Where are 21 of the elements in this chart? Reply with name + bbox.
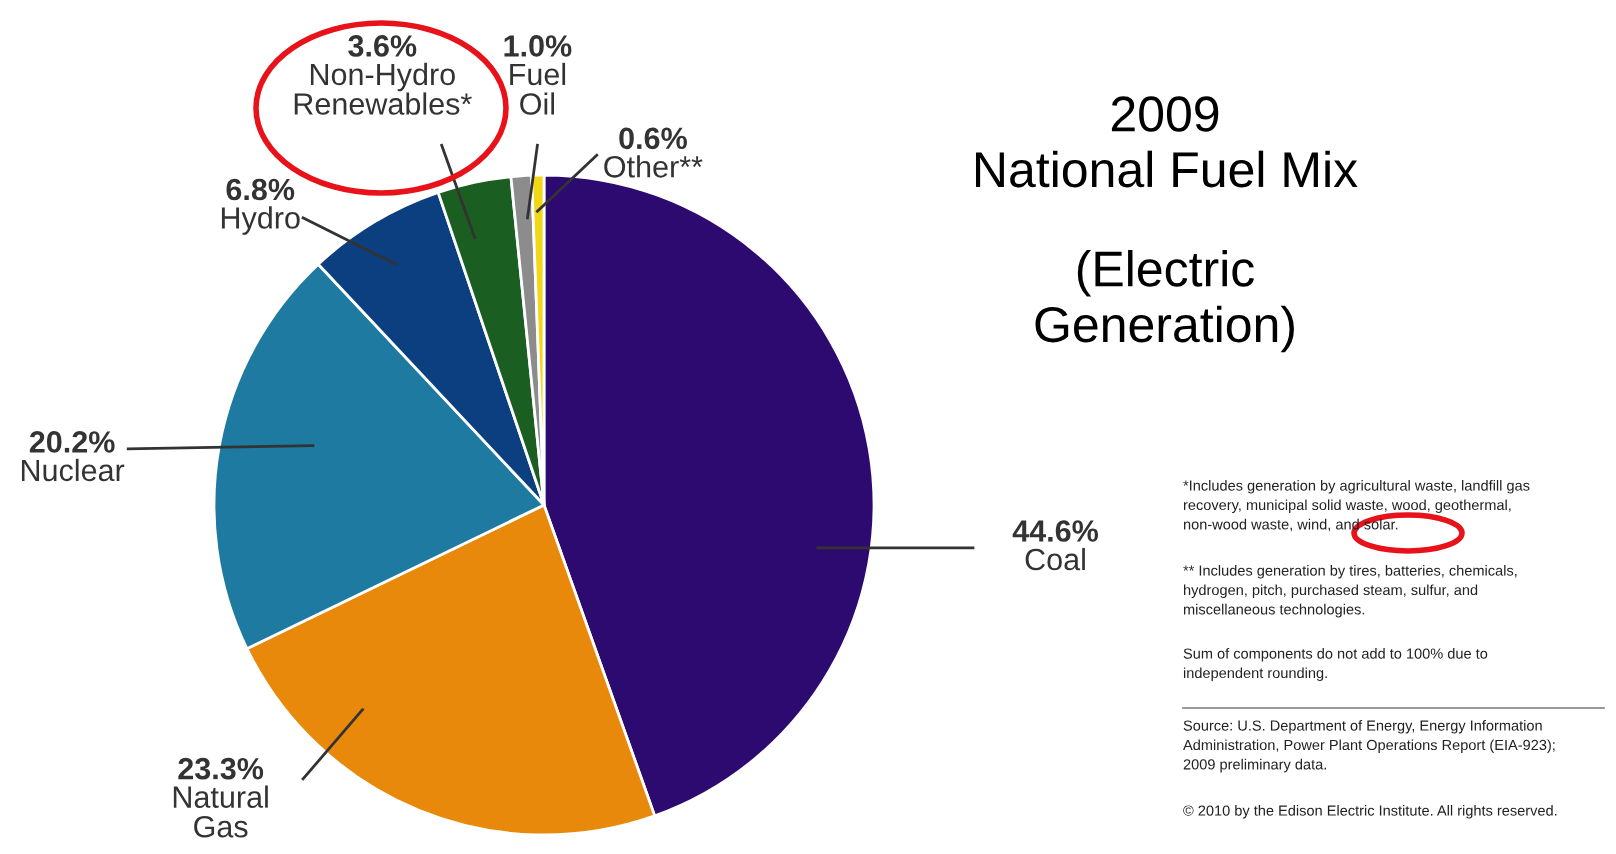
slice-label: Coal — [1025, 547, 1085, 571]
data-label: 0.6% — [619, 127, 687, 150]
data-label: 23.3% — [178, 757, 264, 780]
text: Sum of components do not add to 100% due to independent rounding. — [1183, 648, 1488, 681]
text: 2009 National Fuel Mix — [975, 96, 1358, 188]
data-label: 6.8% — [226, 178, 295, 201]
slice-label: Non-Hydro Renewables* — [294, 62, 472, 115]
text: (Electric Generation) — [1035, 250, 1294, 353]
data-label: 3.6% — [348, 35, 417, 57]
slice-label: Other** — [604, 155, 703, 178]
text: ** Includes generation by tires, batteries, chemicals, hydrogen, pitch, purchased steam, sulfur, and miscellaneous technologies. — [1183, 565, 1517, 618]
data-label: 44.6% — [1012, 520, 1099, 542]
text: *Includes generation by agricultural waste, landfill gas recovery, municipal solid waste, wood, geothermal, non-wood waste, wind, and solar. — [1183, 480, 1530, 532]
slice-label: Natural Gas — [173, 785, 268, 838]
source-note: Source: U.S. Department of Energy, Energy Information Administration, Power Plant Operations Report (EIA-923); 2009 preliminary data. — [1183, 720, 1555, 773]
slice-label: Hydro — [221, 206, 300, 235]
slice-label: Nuclear — [21, 458, 125, 482]
data-label: 20.2% — [29, 431, 115, 453]
data-label: 1.0% — [504, 35, 572, 57]
slice-label: Fuel Oil — [510, 62, 566, 115]
text: © 2010 by the Edison Electric Institute. All rights reserved. — [1183, 805, 1557, 819]
